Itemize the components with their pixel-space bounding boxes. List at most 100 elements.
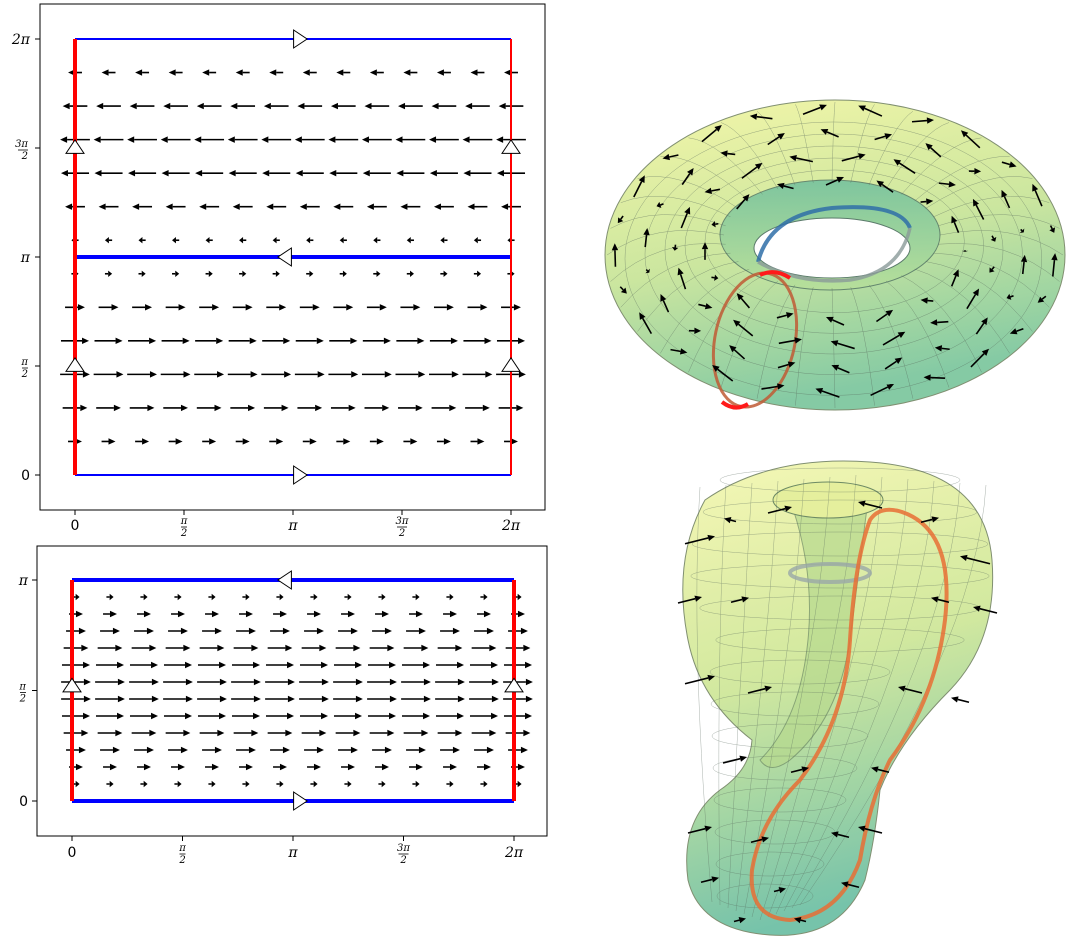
vector-arrow <box>98 203 119 210</box>
tick-numerator: π <box>20 357 28 368</box>
vector-arrow <box>199 644 225 652</box>
vector-arrow <box>398 102 423 110</box>
vector-arrow <box>406 627 426 635</box>
vector-arrow <box>911 117 934 124</box>
vector-arrow <box>789 154 814 163</box>
vector-arrow <box>103 763 117 771</box>
vector-arrow <box>750 836 769 844</box>
vector-arrow <box>378 593 386 601</box>
tick-denominator: 2 <box>19 694 26 705</box>
vector-arrow <box>437 729 463 737</box>
vector-arrow <box>338 627 358 635</box>
vector-arrow <box>228 169 257 177</box>
vector-arrow <box>704 187 721 195</box>
vector-arrow <box>265 695 295 703</box>
vector-arrow <box>477 763 491 771</box>
vector-arrow <box>235 438 250 445</box>
vector-arrow <box>127 136 157 143</box>
vector-arrow <box>202 746 222 754</box>
vector-arrow <box>473 237 482 244</box>
vector-arrow <box>496 136 526 143</box>
vector-arrow <box>265 678 295 686</box>
vector-arrow <box>100 746 120 754</box>
tick-label: 0 <box>19 794 28 810</box>
vector-arrow <box>171 610 185 618</box>
vector-arrow <box>504 438 518 445</box>
vector-arrow <box>794 917 807 924</box>
vector-arrow <box>328 136 359 143</box>
vector-arrow <box>138 270 146 277</box>
vector-arrow <box>103 610 117 618</box>
vector-arrow <box>295 169 324 177</box>
torus-red-meridian-bottom <box>720 400 750 410</box>
vector-arrow <box>336 69 351 76</box>
vector-arrow <box>335 729 361 737</box>
vector-arrow <box>366 203 387 210</box>
vector-arrow <box>435 695 465 703</box>
edge-direction-marker <box>62 677 82 693</box>
vector-arrow <box>269 438 284 445</box>
vector-arrow <box>267 644 293 652</box>
vector-arrow <box>435 712 465 720</box>
vector-arrow <box>239 237 247 244</box>
vector-arrow <box>302 438 317 445</box>
tick-label: 2π <box>501 518 521 534</box>
vector-arrow <box>131 729 157 737</box>
vector-arrow <box>400 203 421 210</box>
edge-direction-marker <box>65 356 85 372</box>
vector-arrow <box>403 729 429 737</box>
vector-arrow <box>398 404 423 412</box>
vector-arrow <box>134 627 154 635</box>
vector-arrow <box>401 695 431 703</box>
vector-arrow <box>361 371 392 378</box>
vector-arrow <box>465 404 490 412</box>
vector-arrow <box>429 136 459 143</box>
vector-arrow <box>335 644 361 652</box>
vector-arrow <box>633 175 645 198</box>
vector-arrow <box>436 69 451 76</box>
vector-arrow <box>412 593 420 601</box>
vector-arrow <box>369 644 395 652</box>
vector-arrow <box>129 661 159 669</box>
vector-arrow <box>882 331 906 346</box>
vector-arrow <box>951 215 960 233</box>
vector-arrow <box>299 678 329 686</box>
vector-arrow <box>893 159 916 175</box>
vector-arrow <box>401 661 431 669</box>
vector-arrow <box>272 237 280 244</box>
vector-arrow <box>273 763 287 771</box>
vector-arrow <box>197 661 227 669</box>
vector-arrow <box>94 337 123 345</box>
vector-arrow <box>375 763 389 771</box>
vector-arrow <box>194 371 225 378</box>
vector-arrow <box>440 270 448 277</box>
vector-arrow <box>294 136 325 143</box>
vector-arrow <box>776 182 794 190</box>
vector-arrow <box>802 104 827 116</box>
vector-arrow <box>729 345 746 360</box>
vector-arrow <box>195 169 224 177</box>
vector-arrow <box>239 270 247 277</box>
tick-label-fraction: 3π2 <box>397 843 410 866</box>
vector-arrow <box>720 150 736 157</box>
vector-arrow <box>681 167 694 186</box>
vector-arrow <box>826 316 845 326</box>
vector-arrow <box>168 627 188 635</box>
vector-arrow <box>165 729 191 737</box>
vector-arrow <box>684 534 715 545</box>
vector-arrow <box>1032 183 1043 207</box>
vector-arrow <box>333 678 363 686</box>
vector-arrow <box>304 627 324 635</box>
vector-arrow <box>329 169 358 177</box>
edge-direction-marker <box>293 465 309 485</box>
vector-field <box>60 69 526 445</box>
surface-mesh <box>690 467 990 921</box>
tick-denominator: 2 <box>21 369 28 380</box>
vector-arrow <box>436 438 451 445</box>
plot-frame <box>36 545 548 837</box>
vector-arrow <box>961 250 969 252</box>
vector-arrow <box>431 102 457 110</box>
vector-arrow <box>435 661 465 669</box>
vector-arrow <box>267 729 293 737</box>
vector-arrow <box>174 780 182 788</box>
